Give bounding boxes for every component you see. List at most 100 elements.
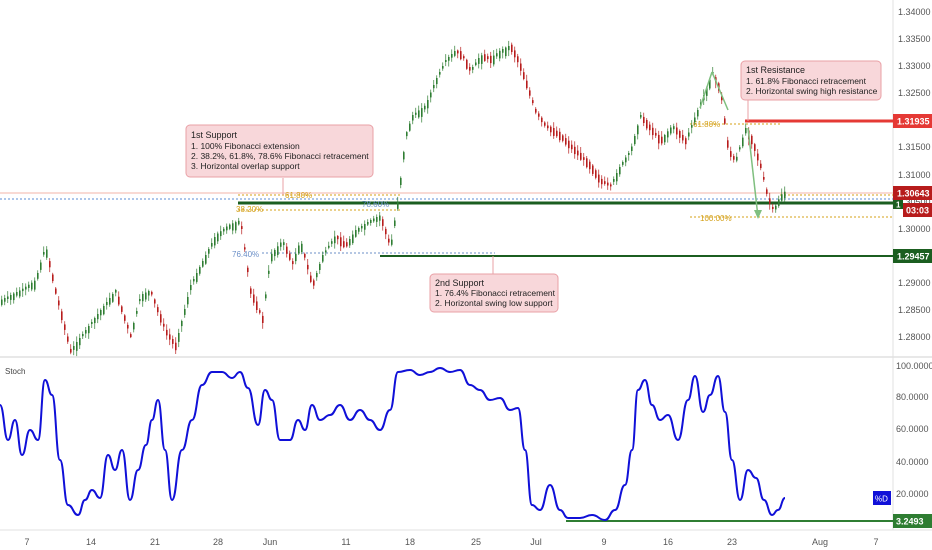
candle-body [313,280,315,286]
note-support-1[interactable]: 1st Support 1. 100% Fibonacci extension … [185,124,374,178]
stoch-value-tag[interactable]: 3.2493 [893,514,932,528]
candle-body [601,178,603,185]
tag-resistance[interactable]: 1.31935 [893,114,932,128]
candle-body [115,290,117,293]
time-axis-tick: 18 [405,537,415,547]
candle-body [670,127,672,134]
candle-body [484,54,486,61]
candle-body [271,253,273,262]
note-support-1-line-2: 2. 38.2%, 61.8%, 78.6% Fibonacci retrace… [191,151,369,161]
tag-support-2[interactable]: 1.29457 [893,249,932,263]
candle-body [70,348,72,353]
candle-body [643,116,645,123]
candle-body [175,342,177,351]
candle-body [169,334,171,340]
candle-body [67,336,69,342]
candle-body [736,156,738,161]
candle-body [445,60,447,62]
candle-body [460,51,462,60]
stoch-series-tag[interactable]: %D [873,491,891,505]
price-axis-tick: 1.33000 [898,61,931,71]
candle-body [139,299,141,302]
candle-body [487,56,489,60]
candle-body [154,299,156,304]
candle-body [523,72,525,79]
price-axis-tick: 1.31000 [898,170,931,180]
candle-body [508,46,510,51]
candle-body [25,286,27,290]
candle-body [754,144,756,151]
price-axis-tick: 1.31500 [898,142,931,152]
candle-body [361,226,363,229]
tag-countdown[interactable]: 03:03 [903,203,932,217]
candle-body [625,157,627,163]
candle-body [535,108,537,113]
candle-body [283,242,285,246]
candle-body [40,262,42,270]
time-axis-tick: Aug [812,537,828,547]
candle-body [103,306,105,315]
candle-body [610,184,612,187]
candle-body [760,163,762,169]
tag-support-1-text: 1 [896,201,901,210]
candle-body [298,245,300,254]
candle-body [763,177,765,180]
tag-support-1[interactable]: 1 [893,200,903,210]
stoch-line[interactable] [0,366,786,522]
candle-body [412,115,414,121]
candle-body [181,321,183,327]
candle-body [637,125,639,135]
time-axis[interactable]: 7 14 21 28 Jun 11 18 25 Jul 9 16 23 Aug 7 [24,537,878,547]
time-axis-tick: 25 [471,537,481,547]
candle-body [457,50,459,54]
candle-body [550,126,552,133]
candle-body [157,307,159,313]
candle-body [676,127,678,135]
tag-current-price[interactable]: 1.30643 [893,186,932,200]
candle-body [229,224,231,229]
candle-body [85,330,87,334]
candle-body [526,80,528,89]
stoch-indicator-label[interactable]: Stoch [5,367,25,376]
candle-body [742,137,744,147]
candle-body [436,78,438,85]
candle-body [127,324,129,329]
candle-body [250,288,252,294]
candle-body [253,294,255,303]
candle-body [76,342,78,351]
candle-body [388,238,390,243]
note-support-2[interactable]: 2nd Support 1. 76.4% Fibonacci retraceme… [429,273,559,313]
time-axis-tick: Jun [263,537,278,547]
candle-body [292,261,294,265]
candlestick-series[interactable] [1,40,786,357]
time-axis-tick: Jul [530,537,542,547]
candle-body [727,140,729,148]
candle-body [376,217,378,222]
candle-body [631,146,633,151]
candle-body [7,296,9,299]
note-resistance-1[interactable]: 1st Resistance 1. 61.8% Fibonacci retrac… [740,60,882,101]
candle-body [400,177,402,185]
candle-body [73,346,75,350]
candle-body [304,253,306,258]
candle-body [619,167,621,175]
candle-body [706,87,708,96]
candle-body [757,153,759,161]
candle-body [61,311,63,321]
candle-body [439,72,441,75]
candle-body [106,302,108,306]
stoch-axis[interactable]: 100.0000 80.0000 60.0000 40.0000 20.0000 [896,361,932,499]
candle-body [421,108,423,117]
note-support-2-line-1: 1. 76.4% Fibonacci retracement [435,288,556,298]
candle-body [697,110,699,117]
price-axis-tick: 1.30500 [898,197,931,207]
price-axis-tick: 1.32500 [898,88,931,98]
candle-body [193,279,195,282]
candle-body [136,311,138,314]
candle-body [772,206,774,209]
candle-body [358,228,360,232]
candle-body [52,274,54,282]
candle-body [472,67,474,70]
